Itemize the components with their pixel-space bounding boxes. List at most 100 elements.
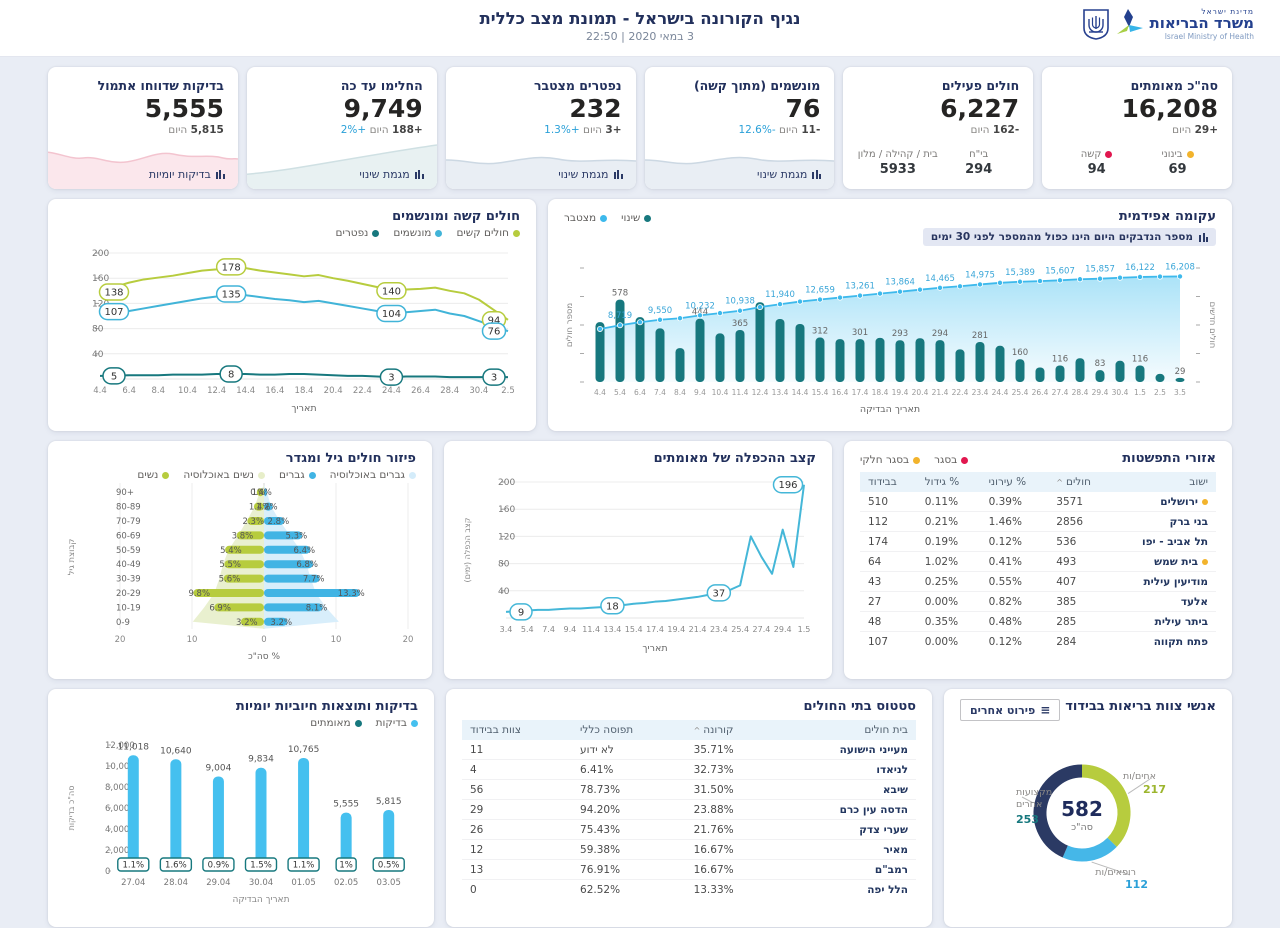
table-header-cell[interactable]: צוות בבידוד [462, 720, 573, 740]
donut-segment[interactable] [1081, 764, 1131, 847]
svg-text:112: 112 [1125, 878, 1148, 891]
svg-text:תאריך הבדיקה: תאריך הבדיקה [860, 404, 920, 415]
svg-text:+90: +90 [116, 488, 134, 498]
doubling-rate-chart[interactable]: 40 80 120 160 200 9 18 37 196 3.4 5.4 7.4 9.4 11.4 13.… [460, 466, 816, 666]
legend-label: מצטבר [564, 212, 597, 224]
table-cell: 11 [462, 740, 573, 760]
svg-text:10-19: 10-19 [116, 603, 141, 613]
svg-text:30.4: 30.4 [469, 386, 488, 396]
table-header-cell[interactable]: קורונה^ [685, 720, 778, 740]
table-row[interactable]: אלעד 385 0.82% 0.00% 27 [860, 591, 1216, 612]
svg-text:120: 120 [498, 532, 515, 542]
table-header-cell[interactable]: בית חולים [777, 720, 916, 740]
table-cell: 0.21% [916, 511, 981, 532]
svg-text:80-89: 80-89 [116, 503, 141, 513]
svg-text:6,000: 6,000 [105, 804, 129, 814]
severe-ventilated-chart[interactable]: 40 80 120 160 200 138 178 140 94 107 135 104 76 5 8 3 3 4… [64, 239, 520, 417]
svg-text:15,857: 15,857 [1085, 265, 1115, 275]
kpi-footer-link[interactable]: בדיקות יומיות [149, 168, 225, 181]
table-cell: תל אביב - יפו [1112, 531, 1216, 552]
table-row[interactable]: בני ברק 2856 1.46% 0.21% 112 [860, 511, 1216, 532]
table-row[interactable]: שיבא 31.50% 78.73% 56 [462, 779, 916, 800]
table-row[interactable]: רמב"ם 16.67% 76.91% 13 [462, 859, 916, 880]
ministry-logo: מדינת ישראל משרד הבריאות Israel Ministry… [1081, 7, 1260, 41]
legend-dot [409, 471, 416, 479]
kpi-title: בדיקות שדווחו אתמול [97, 78, 224, 93]
table-row[interactable]: מעייני הישועה 35.71% לא ידוע 11 [462, 740, 916, 760]
table-cell: 0.12% [988, 635, 1022, 648]
logo-english-text: Israel Ministry of Health [1164, 31, 1254, 41]
kpi-sparkline [48, 151, 238, 189]
svg-text:0: 0 [105, 867, 110, 877]
svg-text:3: 3 [388, 373, 394, 384]
table-cell: 0.48% [980, 611, 1049, 632]
donut-segment[interactable] [1033, 764, 1083, 858]
svg-text:9,004: 9,004 [206, 763, 232, 773]
table-cell: 2856 [1048, 511, 1113, 532]
table-row[interactable]: מודיעין עילית 407 0.55% 0.25% 43 [860, 571, 1216, 592]
table-row[interactable]: פתח תקווה 284 0.12% 0.00% 107 [860, 632, 1216, 652]
table-header-cell[interactable]: ישוב [1112, 472, 1216, 492]
svg-text:2,000: 2,000 [105, 846, 129, 856]
table-header-cell[interactable]: חולים^ [1048, 472, 1113, 492]
legend-dot [913, 456, 921, 464]
pyramid-chart: 1% 0.4% 1.4% 1.2% 2.3% 2.8% 3.8% 5.3% 5.4% 6.4% 5.… [64, 481, 416, 669]
panel-title: אזורי התפשטות [1122, 451, 1216, 466]
table-cell: 510 [860, 492, 917, 512]
svg-text:6.9%: 6.9% [209, 603, 231, 613]
svg-text:14.4: 14.4 [236, 386, 255, 396]
tests-bars: 11,018 10,640 9,004 9,834 10,765 5,555 5,815 [118, 742, 402, 871]
table-cell: מודיעין עילית [1112, 571, 1216, 592]
line-series [100, 372, 508, 379]
table-header-cell[interactable]: % עירוני [980, 472, 1049, 492]
svg-text:29.4: 29.4 [1092, 388, 1109, 397]
table-header-cell[interactable]: תפוסה כללי [572, 720, 686, 740]
table-header-cell[interactable]: בבידוד [860, 472, 917, 492]
svg-text:24.4: 24.4 [382, 386, 401, 396]
kpi-footer-link[interactable]: מגמת שינוי [558, 168, 623, 181]
table-row[interactable]: ביתר עילית 285 0.48% 0.35% 48 [860, 611, 1216, 632]
others-detail-button[interactable]: ≡ פירוט אחרים [960, 699, 1061, 721]
kpi-footer-label: בדיקות יומיות [148, 168, 211, 181]
svg-text:80: 80 [92, 325, 104, 335]
kpi-substat-label: בית / קהילה / מלון [857, 149, 938, 160]
legend-dot [961, 456, 969, 464]
svg-text:7.7%: 7.7% [303, 575, 325, 585]
svg-text:16.4: 16.4 [265, 386, 284, 396]
table-cell: 0.39% [980, 492, 1049, 512]
age-gender-pyramid-chart[interactable]: 1%0.4% 1.4%1.2% 2.3% 2.8% 3.8% 5.3% 5.4% 6.4% 5.… [64, 481, 416, 665]
svg-text:3.8%: 3.8% [232, 531, 254, 541]
table-row[interactable]: הדסה עין כרם 23.88% 94.20% 29 [462, 799, 916, 820]
kpi-substat-value: 94 [1087, 162, 1106, 177]
legend-dot [644, 214, 652, 222]
svg-text:83: 83 [1095, 359, 1106, 369]
table-cell: 284 [1056, 635, 1077, 648]
kpi-footer-link[interactable]: מגמת שינוי [359, 168, 424, 181]
kpi-card: מונשמים (מתוך קשה) 76 -11 היום -12.6% מגמת … [644, 67, 835, 189]
svg-text:253: 253 [1016, 813, 1039, 826]
table-row[interactable]: מאיר 16.67% 59.38% 12 [462, 839, 916, 860]
table-row[interactable]: לניאדו 32.73% 6.41% 4 [462, 759, 916, 780]
svg-text:11,940: 11,940 [765, 290, 795, 300]
svg-text:חולים חדשים: חולים חדשים [1207, 302, 1216, 349]
legend-dot [162, 471, 170, 479]
table-cell: ביתר עילית [1112, 611, 1216, 632]
table-row[interactable]: הלל יפה 13.33% 62.52% 0 [462, 880, 916, 900]
kpi-footer-link[interactable]: מגמת שינוי [757, 168, 822, 181]
table-row[interactable]: תל אביב - יפו 536 0.12% 0.19% 174 [860, 531, 1216, 552]
table-row[interactable]: ירושלים 3571 0.39% 0.11% 510 [860, 492, 1216, 512]
bar-chart-icon [414, 170, 424, 179]
svg-text:7.4: 7.4 [542, 625, 555, 634]
svg-text:6.4%: 6.4% [293, 546, 315, 556]
hospital-table: בית חולים קורונה^ תפוסה כללי צוות בבידוד מעי… [462, 720, 916, 899]
table-row[interactable]: שערי צדק 21.76% 75.43% 26 [462, 819, 916, 840]
svg-text:17.4: 17.4 [646, 625, 664, 634]
donut-segment[interactable] [1062, 837, 1117, 862]
table-header-cell[interactable]: % גידול [916, 472, 981, 492]
table-row[interactable]: בית שמש 493 0.41% 1.02% 64 [860, 551, 1216, 572]
kpi-card: חולים פעילים 6,227 -162 היום בי"ח 294 בית / ק… [843, 67, 1034, 189]
epidemic-combo-chart[interactable]: 57844436531230129329428116011683116298,7… [564, 246, 1217, 418]
table-cell: 385 [1048, 591, 1113, 612]
